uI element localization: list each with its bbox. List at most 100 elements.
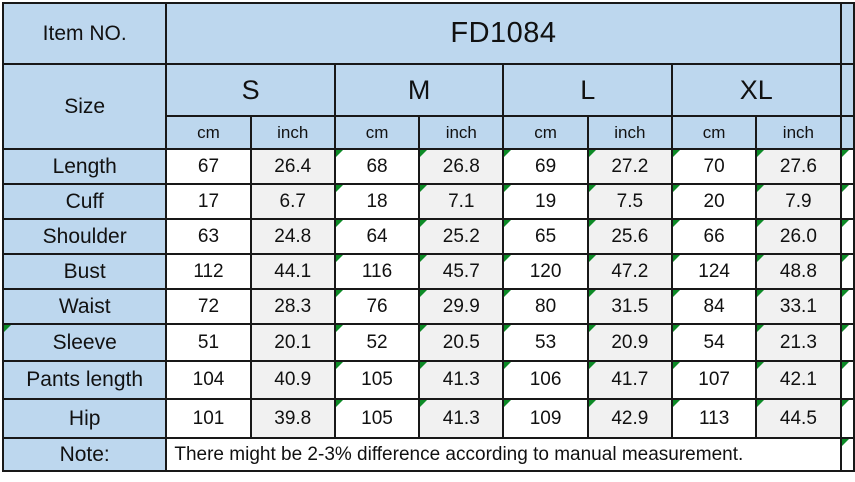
error-triangle-icon [842,256,849,262]
measurement-row-bust: Bust 112 44.1 116 45.7 120 47.2 124 48.8 [1,253,855,290]
data-cell: 66 [670,218,758,255]
measurement-row-length: Length 67 26.4 68 26.8 69 27.2 70 27.6 [1,148,855,185]
data-cell: 44.1 [249,253,336,290]
data-cell: 124 [670,253,758,290]
error-triangle-icon [421,291,428,297]
row-label-shoulder: Shoulder [1,218,168,255]
error-triangle-icon [421,401,428,407]
error-triangle-icon [842,363,849,369]
error-triangle-icon [758,151,765,157]
error-triangle-icon [336,151,343,157]
data-cell: 53 [502,323,589,362]
data-cell: 84 [670,288,758,325]
data-cell: 64 [333,218,421,255]
clipped-column-cell [839,323,855,362]
size-header-m: M [333,63,505,117]
data-cell: 20 [670,183,758,220]
data-cell: 101 [165,398,252,439]
data-cell: 68 [333,148,421,185]
error-triangle-icon [589,326,596,332]
error-triangle-icon [589,151,596,157]
data-cell: 7.9 [755,183,842,220]
clipped-column-cell [839,148,855,185]
unit-header-cm: cm [502,115,589,150]
error-triangle-icon [674,401,680,407]
clipped-column-cell [839,398,855,439]
data-cell: 27.6 [755,148,842,185]
data-cell: 20.1 [249,323,336,362]
error-triangle-icon [758,186,765,192]
data-cell: 51 [165,323,252,362]
clipped-column-cell [839,183,855,220]
data-cell: 112 [165,253,252,290]
error-triangle-icon [505,363,512,369]
error-triangle-icon [505,291,512,297]
error-triangle-icon [674,221,680,227]
data-cell: 42.1 [755,360,842,400]
error-triangle-icon [758,256,765,262]
error-triangle-icon [505,256,512,262]
unit-header-inch: inch [586,115,674,150]
data-cell: 109 [502,398,589,439]
data-cell: 47.2 [586,253,674,290]
row-label-cuff: Cuff [1,183,168,220]
data-cell: 69 [502,148,589,185]
row-label-sleeve: Sleeve [1,323,168,362]
error-triangle-icon [336,221,343,227]
clipped-column-cell [839,437,855,472]
size-header-s: S [165,63,336,117]
data-cell: 26.4 [249,148,336,185]
data-cell: 107 [670,360,758,400]
unit-header-inch: inch [418,115,505,150]
data-cell: 42.9 [586,398,674,439]
error-triangle-icon [758,401,765,407]
clipped-column-cell [839,115,855,150]
unit-header-cm: cm [670,115,758,150]
units-row: cm inch cm inch cm inch cm inch [3,115,855,150]
data-cell: 40.9 [249,360,336,400]
data-cell: 29.9 [418,288,505,325]
note-row: Note: There might be 2-3% difference acc… [1,437,855,472]
unit-header-inch: inch [249,115,336,150]
error-triangle-icon [589,221,596,227]
data-cell: 18 [333,183,421,220]
data-cell: 21.3 [755,323,842,362]
error-triangle-icon [421,186,428,192]
measurement-row-hip: Hip 101 39.8 105 41.3 109 42.9 113 44.5 [1,398,855,439]
item-row: Item NO. FD1084 [1,2,855,65]
error-triangle-icon [505,221,512,227]
row-label-bust: Bust [1,253,168,290]
data-cell: 19 [502,183,589,220]
sizes-row: Size S M L XL [1,63,855,150]
data-cell: 116 [333,253,421,290]
error-triangle-icon [842,401,849,407]
size-header-l: L [502,63,673,117]
row-label-pants-length: Pants length [1,360,168,400]
data-cell: 20.5 [418,323,505,362]
error-triangle-icon [842,440,849,446]
row-label-hip: Hip [1,398,168,439]
clipped-column-cell [839,360,855,400]
measurement-row-pants-length: Pants length 104 40.9 105 41.3 106 41.7 … [1,360,855,400]
data-cell: 72 [165,288,252,325]
error-triangle-icon [842,326,849,332]
error-triangle-icon [674,363,680,369]
error-triangle-icon [336,291,343,297]
error-triangle-icon [589,291,596,297]
size-header-xl: XL [671,63,842,117]
item-no-value: FD1084 [165,2,842,65]
note-text: There might be 2-3% difference according… [165,437,842,472]
data-cell: 45.7 [418,253,505,290]
unit-header-cm: cm [165,115,252,150]
data-cell: 65 [502,218,589,255]
clipped-column-cell [839,2,855,65]
data-cell: 20.9 [586,323,674,362]
clipped-column-cell [839,253,855,290]
data-cell: 106 [502,360,589,400]
measurement-row-cuff: Cuff 17 6.7 18 7.1 19 7.5 20 7.9 [1,183,855,220]
data-cell: 26.8 [418,148,505,185]
error-triangle-icon [674,256,680,262]
error-triangle-icon [336,326,343,332]
error-triangle-icon [758,326,765,332]
data-cell: 104 [165,360,252,400]
